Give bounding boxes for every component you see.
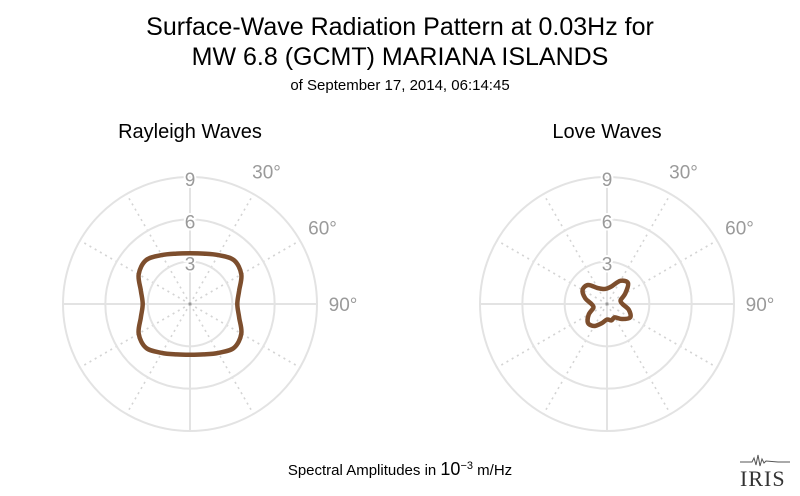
radial-grid-line (189, 303, 255, 415)
iris-logo: IRIS (738, 452, 794, 491)
angle-tick-label: 90° (329, 295, 358, 316)
ring-grid-line (62, 176, 318, 432)
radial-grid-line (542, 303, 608, 415)
radial-tick-label: 9 (602, 170, 613, 191)
radial-grid-line (606, 303, 718, 369)
center-point (605, 302, 609, 306)
chart-subtitle: of September 17, 2014, 06:14:45 (290, 77, 510, 94)
radiation-pattern-curve (136, 250, 244, 358)
ring-grid-line (563, 260, 651, 348)
radial-grid-line (606, 303, 672, 415)
chart-title-line-1: Surface-Wave Radiation Pattern at 0.03Hz… (146, 13, 654, 41)
radial-grid-line (79, 239, 191, 305)
panel-title: Rayleigh Waves (118, 121, 262, 143)
radiation-pattern-curve (580, 278, 633, 329)
angle-tick-label: 60° (725, 219, 754, 240)
angle-tick-label: 30° (252, 162, 281, 183)
panel-title: Love Waves (552, 121, 661, 143)
angle-tick-label: 90° (746, 295, 775, 316)
radial-grid-line (125, 193, 191, 305)
radial-grid-line (189, 303, 301, 369)
radial-grid-line (189, 239, 301, 305)
radial-grid-line (496, 239, 608, 305)
angle-tick-label: 30° (669, 162, 698, 183)
caption-exponent: −3 (460, 460, 473, 472)
radial-tick-label: 6 (602, 212, 613, 233)
caption-unit: m/Hz (472, 462, 513, 479)
seismogram-icon (740, 454, 790, 467)
polar-panel-2: Love Waves 3 6 9 30° 60° 90° (479, 121, 775, 432)
radial-tick-label: 3 (602, 255, 613, 276)
ring-grid-line (104, 218, 276, 390)
angle-tick-label: 60° (308, 219, 337, 240)
amplitude-units-caption: Spectral Amplitudes in 10−3 m/Hz (0, 456, 800, 481)
iris-logo-text: IRIS (740, 466, 786, 491)
center-point (188, 302, 192, 306)
polar-panel-1: Rayleigh Waves 3 6 9 30° 60° 90° (62, 121, 358, 432)
radial-grid-line (79, 303, 191, 369)
radial-grid-line (189, 193, 255, 305)
chart-title-line-2: MW 6.8 (GCMT) MARIANA ISLANDS (191, 43, 609, 71)
radial-tick-label: 6 (185, 212, 196, 233)
radial-tick-label: 3 (185, 255, 196, 276)
radial-grid-line (125, 303, 191, 415)
radial-tick-label: 9 (185, 170, 196, 191)
caption-base: 10 (440, 459, 461, 479)
ring-grid-line (479, 176, 735, 432)
caption-prefix: Spectral Amplitudes in (287, 462, 441, 479)
ring-grid-line (521, 218, 693, 390)
ring-grid-line (146, 260, 234, 348)
radial-grid-line (606, 193, 672, 305)
